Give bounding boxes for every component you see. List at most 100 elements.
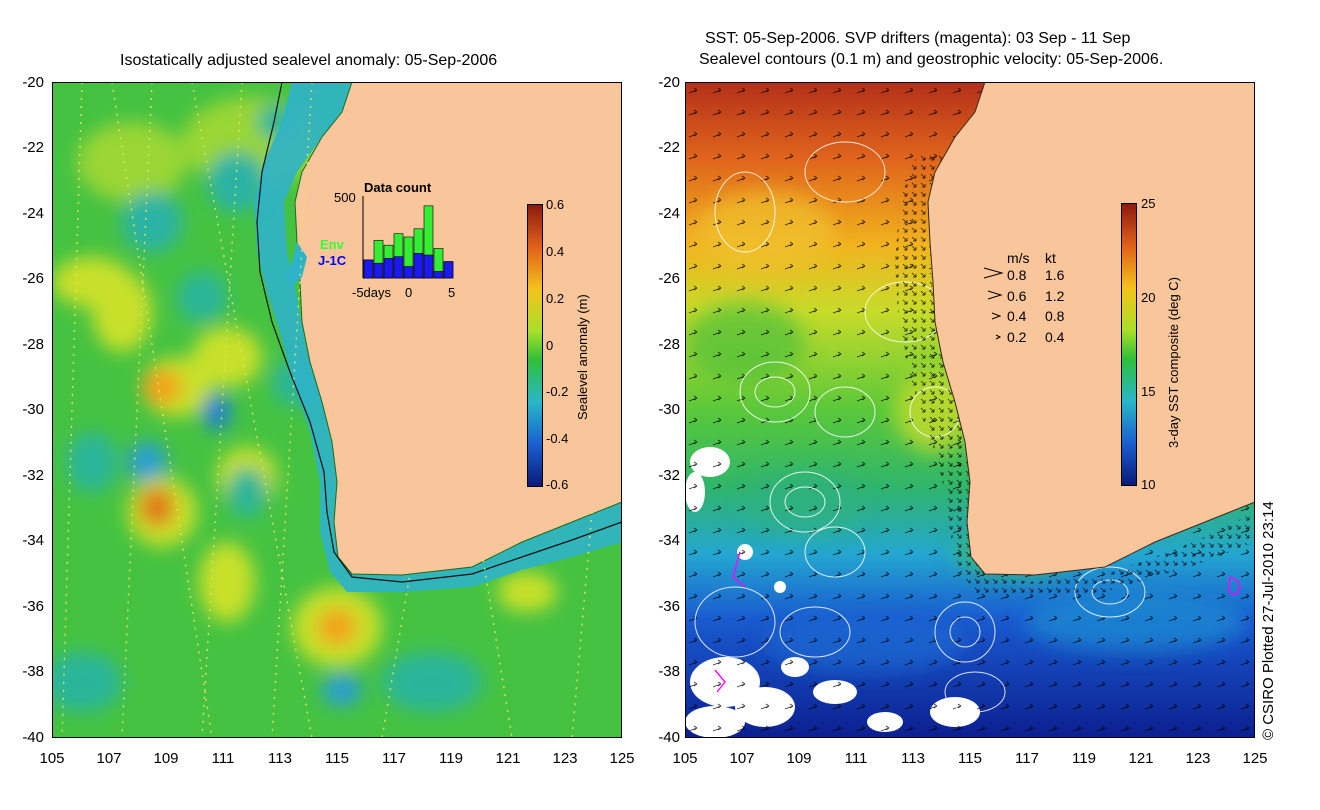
legend-j1c: J-1C [318, 253, 347, 268]
lat-tick: -22 [658, 139, 680, 156]
lon-tick: 119 [439, 750, 463, 767]
shelf-band [254, 82, 622, 592]
cb-tick: 10 [1141, 477, 1156, 492]
arrow-0-4-icon [991, 312, 1002, 320]
lat-tick: -20 [658, 74, 680, 91]
cb-tick: 20 [1141, 290, 1156, 305]
land-australia-sst [927, 82, 1255, 576]
sst-colorbar [1121, 203, 1137, 486]
j1c-bar [443, 261, 454, 279]
count-xlabel-zero: 0 [405, 285, 413, 300]
cb-tick: 0.4 [546, 244, 565, 259]
lon-tick: 109 [153, 750, 179, 767]
lat-tick: -36 [658, 598, 680, 615]
legend-header-ms: m/s [1007, 250, 1030, 266]
lon-tick: 121 [1128, 750, 1154, 767]
lat-tick: -22 [22, 139, 44, 156]
cb-tick: -0.4 [546, 431, 569, 446]
lon-tick: 111 [844, 750, 868, 767]
legend-ms: 0.8 [1007, 267, 1027, 283]
lon-tick: 117 [382, 750, 406, 767]
lat-tick: -26 [22, 270, 44, 287]
lon-tick: 123 [1185, 750, 1211, 767]
j1c-bar [393, 256, 404, 279]
legend-header-kt: kt [1045, 250, 1056, 266]
lat-tick: -40 [658, 729, 680, 746]
lat-tick: -28 [658, 336, 680, 353]
j1c-bar [413, 253, 424, 279]
left-map-title: Isostatically adjusted sealevel anomaly:… [120, 52, 498, 69]
data-count-title: Data count [364, 180, 432, 195]
lon-tick: 115 [958, 750, 982, 767]
shark-bay-inlet [285, 242, 307, 287]
legend-ms: 0.6 [1007, 288, 1027, 304]
right-map-title-line2: Sealevel contours (0.1 m) and geostrophi… [699, 51, 1164, 68]
lat-tick: -24 [22, 205, 44, 222]
cb-tick: 25 [1141, 196, 1156, 211]
lat-tick: -24 [658, 205, 680, 222]
lon-tick: 121 [495, 750, 521, 767]
cb-tick: 0.6 [546, 197, 565, 212]
count-xlabel-start: -5days [352, 285, 392, 300]
anomaly-field [52, 97, 557, 712]
lon-tick: 105 [672, 750, 698, 767]
cb-tick: 15 [1141, 384, 1156, 399]
lat-tick: -40 [22, 729, 44, 746]
lon-tick: 107 [96, 750, 122, 767]
legend-ms: 0.2 [1007, 329, 1027, 345]
lon-tick: 115 [325, 750, 349, 767]
lon-tick: 113 [268, 750, 292, 767]
cb-tick: -0.6 [546, 477, 569, 492]
legend-env: Env [320, 237, 344, 252]
lat-tick: -32 [22, 467, 44, 484]
sealevel-colorbar-label: Sealevel anomaly (m) [575, 294, 590, 420]
lon-tick: 125 [609, 750, 635, 767]
cb-tick: 0 [546, 338, 554, 353]
sealevel-colorbar [527, 204, 543, 487]
lon-tick: 109 [786, 750, 812, 767]
lat-tick: -34 [22, 532, 44, 549]
lat-tick: -20 [22, 74, 44, 91]
lat-tick: -36 [22, 598, 44, 615]
sst-colorbar-label: 3-day SST composite (deg C) [1166, 277, 1181, 448]
lon-tick: 107 [729, 750, 755, 767]
cb-tick: -0.2 [546, 384, 569, 399]
lat-tick: -28 [22, 336, 44, 353]
arrow-0-2-icon [995, 334, 1002, 340]
lon-tick: 111 [211, 750, 235, 767]
legend-kt: 0.8 [1045, 308, 1065, 324]
arrow-0-6-icon [987, 290, 1003, 300]
lat-tick: -30 [22, 401, 44, 418]
legend-kt: 1.2 [1045, 288, 1065, 304]
j1c-bar [363, 259, 374, 279]
j1c-bar [433, 271, 444, 279]
legend-kt: 1.6 [1045, 267, 1065, 283]
data-count-ymax: 500 [334, 190, 356, 205]
j1c-bar [373, 262, 384, 279]
lon-tick: 105 [39, 750, 65, 767]
lon-tick: 125 [1242, 750, 1268, 767]
lon-tick: 113 [901, 750, 925, 767]
drifter-tracks [714, 551, 1241, 693]
lon-tick: 119 [1072, 750, 1096, 767]
legend-kt: 0.4 [1045, 329, 1065, 345]
legend-ms: 0.4 [1007, 308, 1027, 324]
lat-tick: -38 [658, 663, 680, 680]
j1c-bar [423, 254, 434, 279]
altimeter-tracks [61, 82, 593, 738]
land-australia [294, 82, 622, 576]
credit-text: © CSIRO Plotted 27-Jul-2010 23:14 [1260, 501, 1277, 740]
arrow-0-8-icon [983, 267, 1004, 279]
lon-tick: 123 [552, 750, 578, 767]
right-map-title-line1: SST: 05-Sep-2006. SVP drifters (magenta)… [705, 30, 1131, 47]
sst-map[interactable] [685, 82, 1255, 738]
cb-tick: 0.2 [546, 291, 565, 306]
j1c-bar [403, 266, 414, 279]
depth-contour [256, 82, 622, 583]
lat-tick: -38 [22, 663, 44, 680]
lon-tick: 117 [1015, 750, 1039, 767]
lat-tick: -34 [658, 532, 680, 549]
lat-tick: -26 [658, 270, 680, 287]
lat-tick: -32 [658, 467, 680, 484]
count-xlabel-end: 5 [448, 285, 456, 300]
